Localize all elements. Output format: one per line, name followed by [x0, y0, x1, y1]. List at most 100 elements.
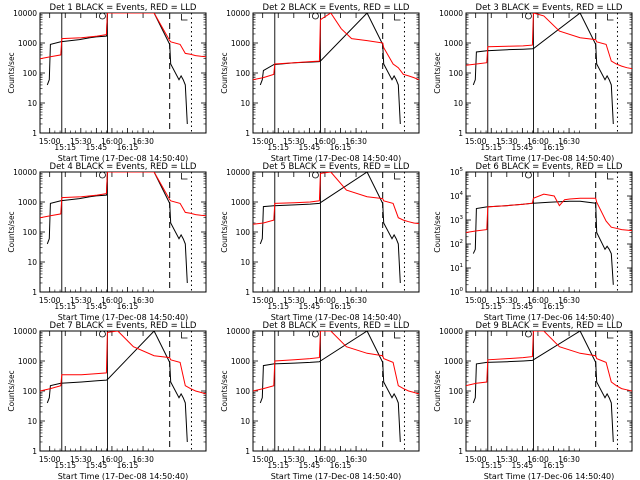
y-tick-label: 100 [236, 228, 251, 237]
x-axis-label: Start Time (17-Dec-08 14:50:40) [271, 313, 402, 322]
marker-bracket [607, 173, 614, 180]
x-tick-label: 15:45 [86, 461, 108, 470]
y-axis-label: Counts/sec [7, 370, 16, 411]
y-tick-label: 10000 [226, 327, 250, 336]
marker-circle [312, 330, 319, 338]
y-tick-label: 1 [32, 129, 37, 138]
lld-series-line [40, 172, 206, 219]
plot-frame [465, 171, 633, 293]
plot-frame [39, 330, 207, 452]
y-tick-label: 1000 [18, 198, 37, 207]
marker-bracket [607, 332, 614, 339]
x-tick-label: 15:45 [512, 461, 534, 470]
x-tick-label: 15:00 [465, 296, 487, 305]
events-series-line [46, 13, 188, 125]
y-tick-label: 10000 [13, 168, 37, 177]
y-tick-label: 10 [240, 99, 250, 108]
events-series-line [259, 172, 401, 284]
y-tick-label: 102 [450, 239, 463, 249]
chart-title: Det 6 BLACK = Events, RED = LLD [476, 162, 623, 172]
x-tick-label: 16:15 [117, 461, 139, 470]
y-tick-label: 1000 [444, 39, 463, 48]
x-tick-label: 15:30 [283, 137, 305, 146]
marker-bracket [607, 14, 614, 21]
y-axis-label: Counts/sec [433, 52, 442, 93]
x-tick-label: 15:45 [299, 461, 321, 470]
y-tick-label: 1000 [18, 357, 37, 366]
x-tick-label: 16:15 [330, 302, 352, 311]
chart-panel-3: Det 3 BLACK = Events, RED = LLD 1 10 100 100… [433, 3, 633, 163]
x-tick-label: 16:30 [345, 296, 367, 305]
x-tick-label: 16:15 [543, 461, 565, 470]
chart-panel-2: Det 2 BLACK = Events, RED = LLD 1 10 100 100… [220, 3, 420, 163]
x-tick-label: 16:30 [558, 137, 580, 146]
marker-bracket [181, 332, 188, 339]
x-axis-label: Start Time (17-Dec-08 14:50:40) [271, 154, 402, 163]
plot-frame [252, 12, 420, 134]
marker-bracket [181, 14, 188, 21]
y-tick-label: 10 [240, 417, 250, 426]
marker-bracket [181, 173, 188, 180]
lld-series-line [40, 331, 206, 395]
x-tick-label: 15:45 [512, 302, 534, 311]
plot-frame [252, 330, 420, 452]
marker-circle [312, 12, 319, 20]
y-tick-label: 1 [32, 288, 37, 297]
events-series-line [472, 13, 614, 125]
x-tick-label: 15:15 [480, 461, 502, 470]
y-tick-label: 105 [450, 167, 464, 177]
x-axis-label: Start Time (17-Dec-06 14:50:40) [484, 313, 615, 322]
x-tick-label: 15:45 [86, 143, 108, 152]
x-axis-label: Start Time (17-Dec-08 14:50:40) [58, 313, 189, 322]
y-axis-label: Counts/sec [7, 52, 16, 93]
marker-circle [525, 330, 532, 338]
y-tick-label: 10 [27, 99, 37, 108]
chart-panel-8: Det 8 BLACK = Events, RED = LLD 1 10 100 100… [220, 321, 420, 480]
events-series-line [259, 13, 401, 125]
x-axis-label: Start Time (17-Dec-08 14:50:40) [271, 472, 402, 480]
marker-bracket [394, 173, 401, 180]
y-tick-label: 1 [245, 129, 250, 138]
x-tick-label: 16:30 [132, 137, 154, 146]
x-tick-label: 16:30 [132, 296, 154, 305]
y-tick-label: 1000 [18, 39, 37, 48]
chart-title: Det 4 BLACK = Events, RED = LLD [50, 162, 197, 172]
x-axis-label: Start Time (17-Dec-08 14:50:40) [58, 472, 189, 480]
y-tick-label: 100 [236, 69, 251, 78]
y-axis-label: Counts/sec [220, 211, 229, 252]
marker-bracket [394, 14, 401, 21]
events-series-line [472, 331, 614, 443]
x-tick-label: 15:00 [39, 296, 61, 305]
events-series-line [472, 200, 614, 285]
y-tick-label: 1000 [231, 39, 250, 48]
y-tick-label: 10000 [439, 9, 463, 18]
x-tick-label: 16:00 [527, 296, 549, 305]
y-tick-label: 1 [458, 129, 463, 138]
x-tick-label: 16:15 [117, 302, 139, 311]
chart-title: Det 2 BLACK = Events, RED = LLD [263, 3, 410, 13]
plot-frame [39, 12, 207, 134]
x-tick-label: 15:30 [496, 137, 518, 146]
x-tick-label: 15:15 [267, 302, 289, 311]
lld-series-line [466, 193, 632, 233]
x-tick-label: 16:00 [314, 455, 336, 464]
chart-title: Det 8 BLACK = Events, RED = LLD [263, 321, 410, 331]
x-tick-label: 15:30 [283, 296, 305, 305]
x-tick-label: 16:00 [314, 296, 336, 305]
events-series-line [259, 331, 401, 443]
x-tick-label: 16:00 [527, 137, 549, 146]
y-tick-label: 10 [240, 258, 250, 267]
x-tick-label: 15:00 [252, 455, 274, 464]
y-tick-label: 1000 [444, 357, 463, 366]
x-tick-label: 15:45 [86, 302, 108, 311]
x-tick-label: 16:00 [101, 455, 123, 464]
chart-title: Det 1 BLACK = Events, RED = LLD [50, 3, 197, 13]
x-tick-label: 16:15 [543, 143, 565, 152]
y-tick-label: 1 [32, 447, 37, 456]
y-tick-label: 10 [27, 417, 37, 426]
x-tick-label: 15:15 [480, 143, 502, 152]
chart-panel-9: Det 9 BLACK = Events, RED = LLD 1 10 100 100… [433, 321, 633, 480]
x-tick-label: 15:15 [480, 302, 502, 311]
y-tick-label: 10000 [13, 327, 37, 336]
x-tick-label: 16:15 [543, 302, 565, 311]
